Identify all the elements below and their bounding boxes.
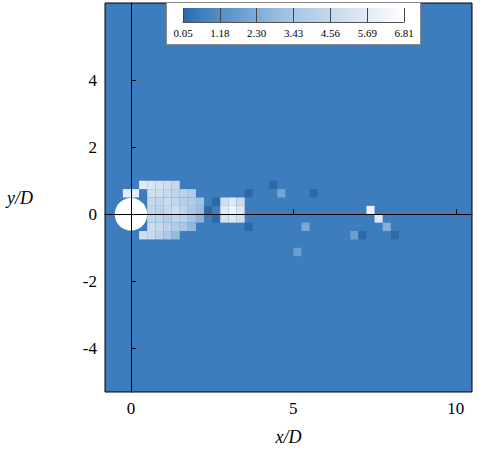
svg-text:2: 2 [89, 138, 98, 157]
svg-text:5.69: 5.69 [358, 27, 378, 39]
svg-text:0: 0 [127, 399, 136, 418]
svg-text:4.56: 4.56 [321, 27, 341, 39]
svg-text:0: 0 [89, 205, 98, 224]
svg-text:x/D: x/D [275, 427, 302, 447]
svg-text:1.18: 1.18 [210, 27, 230, 39]
svg-text:6.81: 6.81 [394, 27, 413, 39]
svg-text:0.05: 0.05 [173, 27, 193, 39]
svg-text:10: 10 [447, 399, 464, 418]
svg-text:-4: -4 [83, 339, 98, 358]
svg-text:3.43: 3.43 [284, 27, 304, 39]
svg-text:2.30: 2.30 [247, 27, 267, 39]
svg-text:5: 5 [289, 399, 298, 418]
svg-text:4: 4 [89, 71, 98, 90]
svg-text:y/D: y/D [5, 188, 33, 208]
svg-text:-2: -2 [83, 272, 97, 291]
